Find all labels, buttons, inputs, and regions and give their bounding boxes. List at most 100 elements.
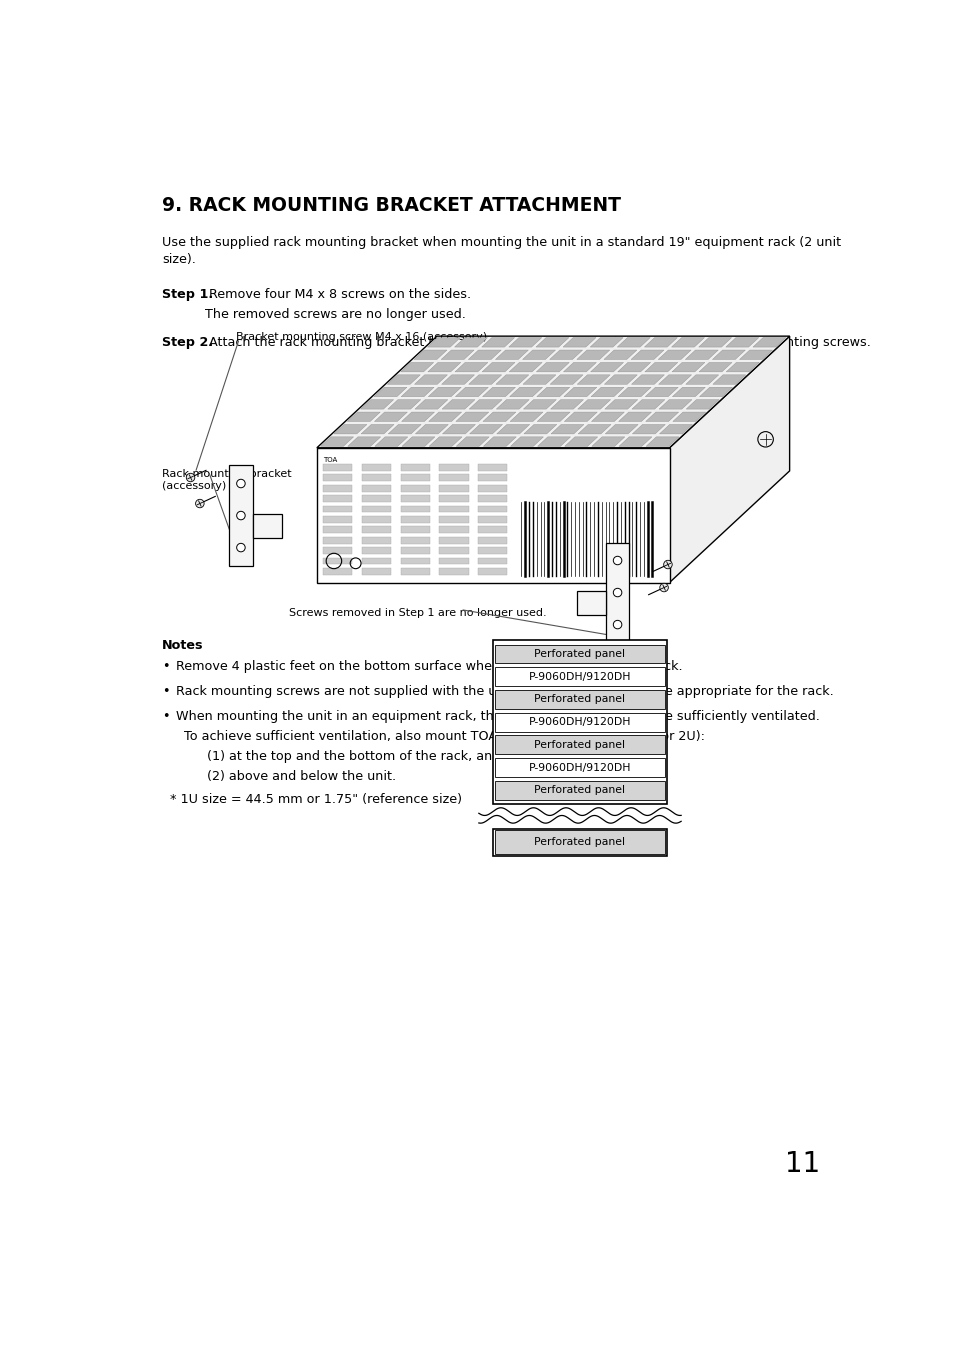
Polygon shape: [604, 374, 637, 384]
Text: Step 1.: Step 1.: [162, 288, 213, 301]
Polygon shape: [348, 436, 380, 446]
Text: •: •: [162, 709, 170, 723]
Bar: [495, 735, 664, 754]
Bar: [400, 505, 429, 512]
Bar: [323, 474, 352, 481]
Bar: [439, 463, 468, 470]
Polygon shape: [591, 412, 624, 422]
Polygon shape: [632, 424, 664, 434]
Text: To achieve sufficient ventilation, also mount TOA’s Perforated Panels (1U* or 2U: To achieve sufficient ventilation, also …: [175, 730, 704, 743]
Text: Remove 4 plastic feet on the bottom surface when mounting the unit in a rack.: Remove 4 plastic feet on the bottom surf…: [175, 661, 681, 673]
Circle shape: [659, 584, 668, 592]
Polygon shape: [510, 436, 543, 446]
Polygon shape: [347, 412, 380, 422]
Polygon shape: [590, 338, 622, 347]
Polygon shape: [725, 362, 759, 372]
Text: The removed screws are no longer used.: The removed screws are no longer used.: [205, 308, 466, 322]
Circle shape: [236, 543, 245, 551]
Polygon shape: [672, 388, 704, 397]
Bar: [439, 474, 468, 481]
Bar: [477, 485, 507, 492]
Polygon shape: [618, 388, 650, 397]
Bar: [361, 536, 391, 543]
Polygon shape: [551, 424, 583, 434]
Bar: [400, 496, 429, 503]
Bar: [361, 558, 391, 565]
Text: P-9060DH/9120DH: P-9060DH/9120DH: [528, 671, 631, 682]
Bar: [400, 567, 429, 574]
Polygon shape: [316, 447, 669, 582]
Polygon shape: [644, 362, 677, 372]
Polygon shape: [510, 412, 542, 422]
Polygon shape: [643, 338, 677, 347]
Circle shape: [236, 511, 245, 520]
Polygon shape: [375, 436, 407, 446]
Bar: [439, 558, 468, 565]
Text: TOA: TOA: [323, 457, 337, 463]
Bar: [477, 463, 507, 470]
Bar: [495, 781, 664, 800]
Polygon shape: [523, 400, 556, 409]
Polygon shape: [537, 412, 570, 422]
Polygon shape: [523, 424, 557, 434]
Polygon shape: [658, 374, 691, 384]
Polygon shape: [509, 362, 541, 372]
Bar: [361, 547, 391, 554]
Text: 11: 11: [784, 1150, 820, 1178]
Polygon shape: [550, 400, 583, 409]
Bar: [495, 831, 664, 854]
Polygon shape: [537, 436, 570, 446]
Polygon shape: [456, 412, 488, 422]
Text: •: •: [162, 661, 170, 673]
Polygon shape: [752, 338, 785, 347]
Bar: [495, 644, 664, 663]
Polygon shape: [388, 424, 420, 434]
Polygon shape: [455, 362, 487, 372]
Polygon shape: [604, 400, 637, 409]
Polygon shape: [578, 400, 610, 409]
Bar: [477, 567, 507, 574]
Polygon shape: [631, 374, 663, 384]
Polygon shape: [578, 424, 611, 434]
Polygon shape: [631, 350, 663, 359]
Bar: [439, 536, 468, 543]
Polygon shape: [388, 400, 420, 409]
Polygon shape: [320, 436, 354, 446]
Bar: [477, 505, 507, 512]
Bar: [323, 496, 352, 503]
Text: 9. RACK MOUNTING BRACKET ATTACHMENT: 9. RACK MOUNTING BRACKET ATTACHMENT: [162, 196, 620, 215]
Bar: [400, 485, 429, 492]
Text: Rack mounting screws are not supplied with the unit. Use the screws that are app: Rack mounting screws are not supplied wi…: [175, 685, 833, 698]
Bar: [477, 558, 507, 565]
Polygon shape: [618, 362, 650, 372]
Polygon shape: [618, 412, 651, 422]
Polygon shape: [375, 412, 407, 422]
Polygon shape: [671, 338, 703, 347]
Bar: [400, 516, 429, 523]
Text: Bracket mounting screw M4 x 16 (accessory): Bracket mounting screw M4 x 16 (accessor…: [235, 332, 486, 342]
Polygon shape: [591, 436, 624, 446]
Polygon shape: [725, 338, 758, 347]
Bar: [361, 567, 391, 574]
Bar: [361, 527, 391, 534]
Bar: [477, 516, 507, 523]
Polygon shape: [537, 388, 569, 397]
Polygon shape: [590, 362, 623, 372]
Polygon shape: [658, 350, 690, 359]
Polygon shape: [454, 338, 487, 347]
Bar: [477, 496, 507, 503]
Text: Remove four M4 x 8 screws on the sides.: Remove four M4 x 8 screws on the sides.: [205, 288, 471, 301]
Circle shape: [613, 557, 621, 565]
Polygon shape: [576, 590, 605, 615]
Polygon shape: [360, 400, 394, 409]
Polygon shape: [401, 412, 434, 422]
Polygon shape: [374, 388, 407, 397]
Polygon shape: [483, 436, 516, 446]
Polygon shape: [334, 424, 367, 434]
Bar: [400, 558, 429, 565]
Polygon shape: [577, 374, 610, 384]
Polygon shape: [428, 388, 460, 397]
Polygon shape: [591, 388, 623, 397]
Bar: [495, 713, 664, 731]
Polygon shape: [316, 336, 789, 447]
